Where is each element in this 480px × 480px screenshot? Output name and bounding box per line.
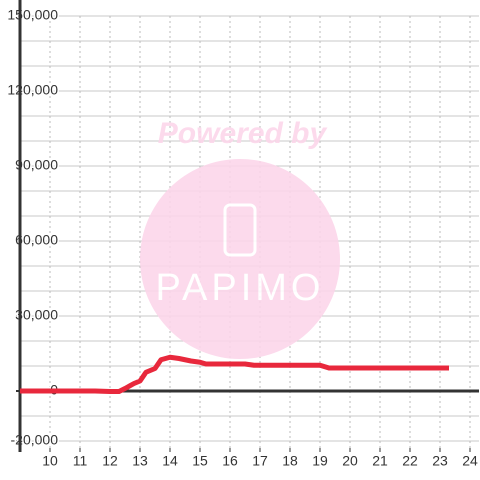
grid [20,15,479,452]
y-tick-label: -20,000 [11,432,59,448]
watermark-phone [223,203,257,257]
x-tick-label: 21 [372,453,388,469]
x-tick-label: 23 [432,453,448,469]
y-tick-label: 150,000 [7,7,58,23]
x-tick-label: 17 [252,453,268,469]
x-tick-label: 18 [282,453,298,469]
y-tick-label: 90,000 [15,157,58,173]
x-tick-label: 19 [312,453,328,469]
y-tick-label: 120,000 [7,82,58,98]
watermark-logo: PAPIMO [156,267,325,309]
watermark-text: Powered by [158,117,328,150]
plot: -20,000030,00060,00090,000120,000150,000… [6,0,479,469]
x-tick-label: 15 [192,453,208,469]
watermark: Powered by PAPIMO [140,117,340,359]
y-tick-label: 30,000 [15,307,58,323]
x-tick-label: 10 [42,453,58,469]
data-line [20,354,449,394]
watermark-circle [140,159,340,359]
x-tick-label: 22 [402,453,418,469]
x-tick-label: 14 [162,453,178,469]
x-tick-label: 11 [73,453,88,469]
y-tick-label: 60,000 [15,232,58,248]
x-tick-label: 12 [102,453,118,469]
x-tick-label: 24 [462,453,478,469]
x-tick-label: 16 [222,453,238,469]
x-tick-label: 13 [132,453,148,469]
x-tick-label: 20 [342,453,358,469]
